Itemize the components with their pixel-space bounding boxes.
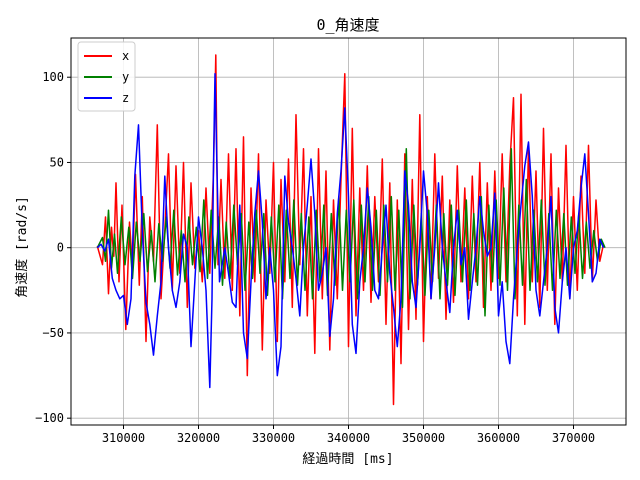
- ticks: 310000 320000 330000 340000 350000 360000 3700…: [35, 70, 595, 445]
- legend-label-z: z: [122, 91, 129, 105]
- legend-label-y: y: [122, 70, 129, 84]
- x-tick-label: 360000: [477, 431, 520, 445]
- legend: xyz: [77, 41, 136, 112]
- x-tick-label: 370000: [552, 431, 595, 445]
- x-tick-label: 320000: [177, 431, 220, 445]
- y-tick-label: −50: [42, 326, 64, 340]
- y-axis-label: 角速度 [rad/s]: [14, 196, 30, 298]
- y-tick-label: −100: [35, 411, 64, 425]
- y-tick-label: 0: [57, 241, 64, 255]
- series-line-x: [96, 54, 605, 406]
- series-layer: [96, 54, 606, 406]
- series-line-z: [96, 73, 605, 389]
- x-tick-label: 310000: [102, 431, 145, 445]
- legend-label-x: x: [122, 49, 129, 63]
- x-tick-label: 340000: [327, 431, 370, 445]
- y-tick-label: 50: [50, 155, 64, 169]
- x-tick-label: 350000: [402, 431, 445, 445]
- x-axis-label: 経過時間 [ms]: [302, 452, 393, 467]
- x-tick-label: 330000: [252, 431, 295, 445]
- series-line-y: [96, 148, 606, 317]
- chart-title: 0_角速度: [316, 16, 379, 34]
- y-tick-label: 100: [42, 70, 64, 84]
